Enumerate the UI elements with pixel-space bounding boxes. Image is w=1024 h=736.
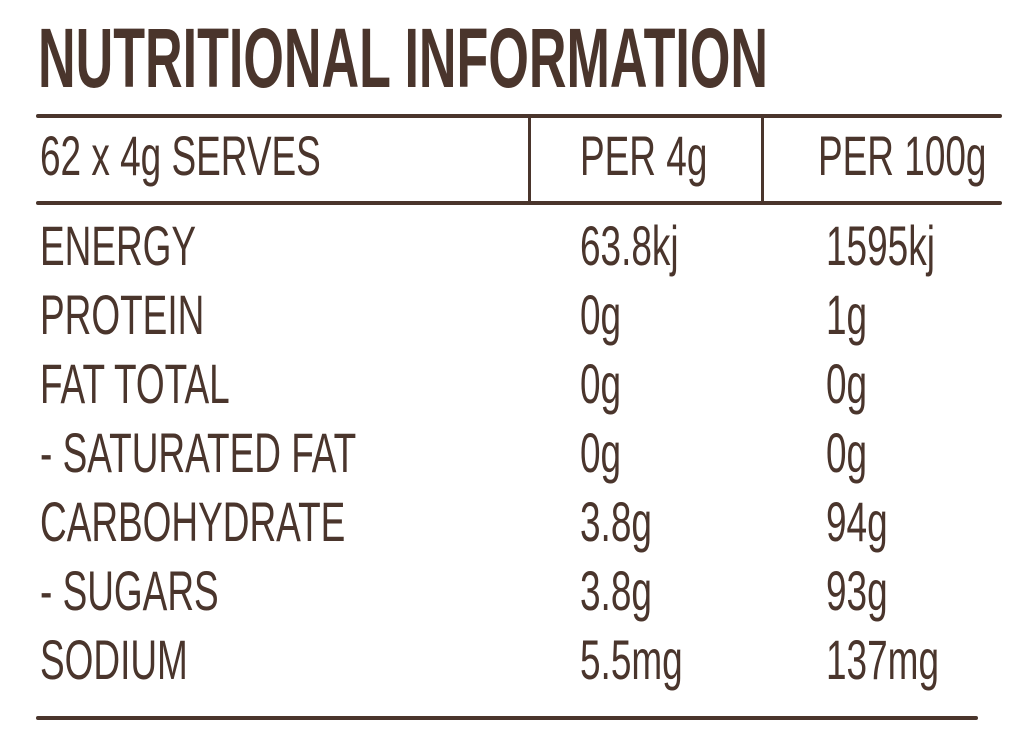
per-serve-value: 63.8kj xyxy=(580,214,679,277)
nutrient-label: ENERGY xyxy=(40,214,197,277)
per-100g-value: 0g xyxy=(826,421,868,484)
per-serve-value: 0g xyxy=(580,352,622,415)
column-divider-2 xyxy=(761,116,764,203)
nutrient-label: PROTEIN xyxy=(40,283,205,346)
page-title: NUTRITIONAL INFORMATION xyxy=(38,11,769,105)
table-row: - SATURATED FAT 0g 0g xyxy=(0,421,1024,490)
table-row: SODIUM 5.5mg 137mg xyxy=(0,628,1024,697)
per-serve-value: 3.8g xyxy=(580,559,652,622)
per-100g-header: PER 100g xyxy=(818,124,987,187)
nutrient-label: FAT TOTAL xyxy=(40,352,230,415)
table-row: PROTEIN 0g 1g xyxy=(0,283,1024,352)
nutrient-label: - SATURATED FAT xyxy=(40,421,357,484)
per-serve-value: 5.5mg xyxy=(580,628,683,691)
serves-header: 62 x 4g SERVES xyxy=(40,124,321,187)
nutrient-label: - SUGARS xyxy=(40,559,219,622)
bottom-divider xyxy=(36,716,978,720)
header-divider xyxy=(36,201,1002,205)
nutrient-label: SODIUM xyxy=(40,628,188,691)
nutrient-label: CARBOHYDRATE xyxy=(40,490,346,553)
table-row: - SUGARS 3.8g 93g xyxy=(0,559,1024,628)
nutrition-table-body: ENERGY 63.8kj 1595kj PROTEIN 0g 1g FAT T… xyxy=(0,214,1024,697)
table-row: CARBOHYDRATE 3.8g 94g xyxy=(0,490,1024,559)
table-row: FAT TOTAL 0g 0g xyxy=(0,352,1024,421)
per-serve-value: 0g xyxy=(580,283,622,346)
per-100g-value: 1g xyxy=(826,283,868,346)
table-row: ENERGY 63.8kj 1595kj xyxy=(0,214,1024,283)
top-divider xyxy=(36,114,1002,118)
per-100g-value: 137mg xyxy=(826,628,940,691)
column-divider-1 xyxy=(528,116,531,203)
per-serve-value: 3.8g xyxy=(580,490,652,553)
per-100g-value: 93g xyxy=(826,559,888,622)
per-100g-value: 1595kj xyxy=(826,214,935,277)
per-serve-header: PER 4g xyxy=(580,124,708,187)
per-100g-value: 94g xyxy=(826,490,888,553)
per-100g-value: 0g xyxy=(826,352,868,415)
per-serve-value: 0g xyxy=(580,421,622,484)
